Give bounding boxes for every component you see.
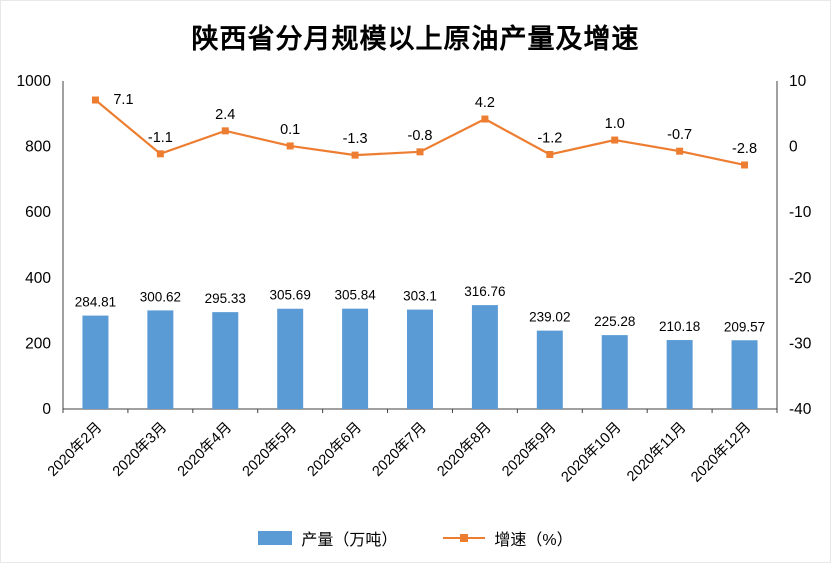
bar [212, 312, 239, 409]
bar-series: 284.81 300.62 295.33 305.69 305.84 303.1 316.7… [75, 284, 765, 409]
right-axis-tick-label: 0 [789, 139, 798, 156]
x-axis-category-label: 2020年9月 [499, 419, 560, 480]
line-value-label: -1.1 [148, 130, 173, 146]
x-axis-category-label: 2020年11月 [623, 419, 689, 485]
right-axis-labels: -40 -30 -20 -10 0 10 [789, 73, 812, 418]
x-axis-category-label: 2020年8月 [434, 419, 495, 480]
chart-legend: 产量（万吨） 增速（%） [1, 526, 830, 550]
left-axis-tick-label: 200 [25, 335, 51, 352]
line-series-swatch [443, 533, 486, 543]
x-axis-category-label: 2020年10月 [558, 419, 625, 486]
line-value-label: -2.8 [732, 141, 757, 157]
bar [471, 305, 498, 409]
line-marker [611, 136, 619, 144]
bar-value-label: 284.81 [75, 295, 116, 310]
bar-value-label: 210.18 [659, 319, 700, 334]
bar-value-label: 316.76 [464, 284, 505, 299]
left-axis-tick-label: 800 [25, 139, 51, 156]
bar [731, 340, 758, 409]
line-marker [156, 150, 164, 158]
x-axis-category-label: 2020年6月 [304, 419, 365, 480]
line-marker [416, 148, 424, 156]
x-axis-category-label: 2020年12月 [688, 419, 755, 486]
line-value-label: 7.1 [113, 92, 133, 108]
bar-value-label: 239.02 [529, 310, 570, 325]
line-marker [676, 147, 684, 155]
left-axis-tick-label: 1000 [17, 73, 52, 90]
line-value-label: 1.0 [605, 116, 625, 132]
line-marker [91, 96, 99, 104]
line-value-label: 4.2 [475, 95, 495, 111]
line-value-label: 2.4 [215, 107, 235, 123]
line-value-label: -0.8 [408, 128, 433, 144]
legend-label-production: 产量（万吨） [301, 532, 398, 549]
x-axis-category-label: 2020年2月 [44, 419, 105, 480]
bar [407, 309, 433, 409]
legend-label-growth: 增速（%） [494, 532, 573, 549]
line-marker [351, 151, 359, 159]
chart-title: 陕西省分月规模以上原油产量及增速 [191, 24, 640, 54]
line-marker [546, 150, 554, 158]
legend-item-production: 产量（万吨） [258, 526, 397, 550]
line-marker [221, 127, 229, 135]
left-axis-tick-label: 400 [25, 270, 51, 287]
right-axis-tick-label: -20 [789, 270, 812, 287]
line-swatch-marker [460, 534, 469, 542]
x-axis-category-label: 2020年5月 [239, 419, 300, 480]
bar-value-label: 225.28 [594, 314, 635, 329]
bar [536, 330, 563, 409]
bar [666, 340, 693, 409]
bar [147, 310, 174, 409]
bar [601, 335, 628, 409]
legend-item-growth: 增速（%） [443, 526, 573, 550]
bar [82, 315, 109, 409]
right-axis-tick-label: -40 [789, 401, 812, 418]
line-value-label: -1.2 [537, 130, 562, 146]
x-axis-category-labels: 2020年2月 2020年3月 2020年4月 2020年5月 2020年6月 2020年… [44, 419, 754, 486]
bar [342, 308, 369, 409]
bar-value-label: 295.33 [205, 291, 246, 306]
line-marker [286, 142, 294, 150]
line-series: 7.1 -1.1 2.4 0.1 -1.3 -0.8 4.2 -1.2 1.0 -0.7 -2.8 [91, 92, 757, 169]
left-axis-tick-label: 600 [25, 204, 51, 221]
line-marker [481, 115, 489, 123]
right-axis-tick-label: 10 [789, 73, 807, 90]
line-value-label: -0.7 [667, 127, 692, 143]
right-axis-tick-label: -30 [789, 335, 812, 352]
right-axis-tick-label: -10 [789, 204, 812, 221]
bar-value-label: 303.1 [403, 289, 437, 304]
bar-series-swatch [258, 531, 293, 545]
x-axis-category-label: 2020年4月 [174, 419, 235, 480]
bar-value-label: 305.69 [270, 288, 311, 303]
bar [277, 308, 304, 409]
line-value-label: -1.3 [343, 131, 368, 147]
x-axis-category-label: 2020年3月 [109, 419, 170, 480]
bar-value-label: 300.62 [140, 289, 181, 304]
x-axis-category-label: 2020年7月 [369, 419, 430, 480]
bar-value-label: 209.57 [724, 319, 765, 334]
line-value-label: 0.1 [280, 122, 300, 138]
left-axis-tick-label: 0 [42, 401, 51, 418]
bar-value-label: 305.84 [334, 288, 376, 303]
left-axis-labels: 0 200 400 600 800 1000 [17, 73, 52, 418]
line-marker [741, 161, 749, 169]
